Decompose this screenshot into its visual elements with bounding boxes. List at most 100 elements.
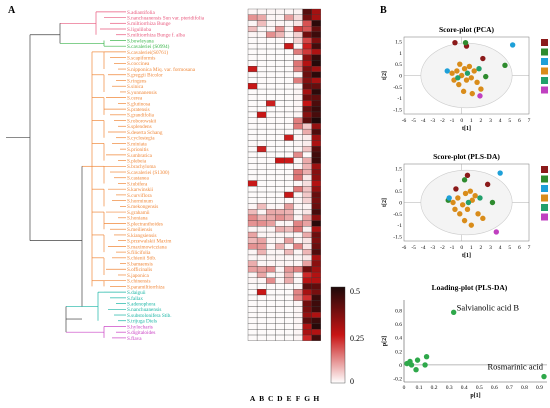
heatmap-cell <box>311 31 321 38</box>
heatmap-cell <box>311 100 321 107</box>
data-point <box>413 367 419 373</box>
heatmap-cell <box>284 271 294 278</box>
heatmap-cell <box>311 294 321 301</box>
y-tick-label: 0.2 <box>395 349 402 355</box>
x-tick-label: -2 <box>440 245 445 251</box>
legend-swatch <box>541 58 548 65</box>
heatmap-cell <box>293 8 303 15</box>
heatmap-cell <box>247 249 258 256</box>
heatmap-cell <box>311 88 321 95</box>
heatmap-cell <box>311 117 321 124</box>
heatmap-cell <box>302 300 312 307</box>
heatmap-cell <box>247 111 258 118</box>
heatmap-cell <box>266 312 276 319</box>
heatmap-cell <box>293 88 303 95</box>
heatmap-cell <box>247 197 258 204</box>
heatmap-cell <box>302 334 312 341</box>
heatmap-cell <box>275 66 285 73</box>
heatmap-cell <box>247 60 258 67</box>
heatmap-cell <box>266 249 276 256</box>
y-tick-label: 0.6 <box>395 322 402 328</box>
heatmap-cell <box>266 300 276 307</box>
heatmap-cell <box>293 163 303 170</box>
heatmap-cell <box>284 71 294 78</box>
heatmap-cell <box>247 317 258 324</box>
heatmap-cell <box>266 111 276 118</box>
heatmap-cell <box>302 203 312 210</box>
heatmap-cell <box>293 26 303 33</box>
heatmap-cell <box>266 334 276 341</box>
heatmap-cell <box>284 317 294 324</box>
heatmap-cell <box>284 117 294 124</box>
heatmap-cell <box>275 43 285 50</box>
heatmap-cell <box>266 186 276 193</box>
heatmap-cell <box>266 20 276 27</box>
x-tick-label: 0.5 <box>476 385 483 391</box>
heatmap-cell <box>293 237 303 244</box>
plsda-score-plot: Score-plot (PLS-DA)-6 -5 -4 -3 -2 -1 0 1 2 3 4 5 6 71… <box>382 152 548 259</box>
heatmap-cell <box>266 14 276 21</box>
heatmap-cell <box>293 123 303 130</box>
species-label: S.nanchuanensis Sun var. pteridifolia <box>127 14 205 21</box>
species-label: S.japonica <box>127 273 149 279</box>
heatmap-cell <box>284 312 294 319</box>
heatmap-cell <box>256 260 267 267</box>
heatmap-cell <box>311 106 321 113</box>
data-point <box>455 195 461 201</box>
legend-swatch <box>541 39 548 46</box>
heatmap-cell <box>311 323 321 330</box>
heatmap-cell <box>293 317 303 324</box>
heatmap-cell <box>266 220 276 227</box>
heatmap-cell <box>293 54 303 61</box>
heatmap-cell <box>256 157 267 164</box>
heatmap-cell <box>302 191 312 198</box>
heatmap-cell <box>275 317 285 324</box>
heatmap-cell <box>256 174 267 181</box>
heatmap-cell <box>266 134 276 141</box>
heatmap-cell <box>247 43 258 50</box>
heatmap-cell <box>275 151 285 158</box>
heatmap-cell <box>266 146 276 153</box>
heatmap-cell <box>266 191 276 198</box>
legend-swatch <box>541 175 548 183</box>
heatmap-cell <box>311 271 321 278</box>
y-tick-label: 0.8 <box>395 308 402 314</box>
x-tick-label: 4 <box>499 245 502 251</box>
x-axis-label: t[1] <box>462 126 471 132</box>
heatmap-cell <box>302 37 312 44</box>
heatmap-cell <box>275 243 285 250</box>
species-label: S.substolonifera Stib. <box>127 312 172 319</box>
heatmap-cell <box>284 128 294 135</box>
x-tick-label: 5 <box>508 118 511 124</box>
heatmap-cell <box>266 237 276 244</box>
heatmap-cell <box>275 180 285 187</box>
heatmap-cell <box>293 100 303 107</box>
heatmap-cell <box>266 94 276 101</box>
heatmap-cell <box>247 106 258 113</box>
pca-score-plot: Score-plot (PCA)-6 -5 -4 -3 -2 -1 0 1 2 3 4 5 6 71.51… <box>382 25 548 132</box>
x-tick-label: -5 <box>411 118 416 124</box>
heatmap-cell <box>266 254 276 261</box>
heatmap-cell <box>266 140 276 147</box>
heatmap-cell <box>311 169 321 176</box>
heatmap-cell <box>247 8 258 15</box>
heatmap-cell <box>311 329 321 336</box>
species-label: S.hylocharis <box>127 324 153 330</box>
x-tick-label: 0.1 <box>416 385 423 391</box>
heatmap-cell <box>247 203 258 210</box>
heatmap-cell <box>293 94 303 101</box>
heatmap-cell <box>256 306 267 313</box>
heatmap-cell <box>247 186 258 193</box>
heatmap-cell <box>311 26 321 33</box>
heatmap-cell <box>284 100 294 107</box>
heatmap-cell <box>266 128 276 135</box>
heatmap-cell <box>266 231 276 238</box>
data-point <box>483 73 489 80</box>
heatmap-cell <box>302 157 312 164</box>
heatmap-cell <box>256 163 267 170</box>
heatmap-cell <box>293 151 303 158</box>
heatmap-cell <box>302 283 312 290</box>
x-tick-label: -3 <box>431 245 436 251</box>
heatmap-cell <box>311 220 321 227</box>
heatmap-cell <box>266 226 276 233</box>
